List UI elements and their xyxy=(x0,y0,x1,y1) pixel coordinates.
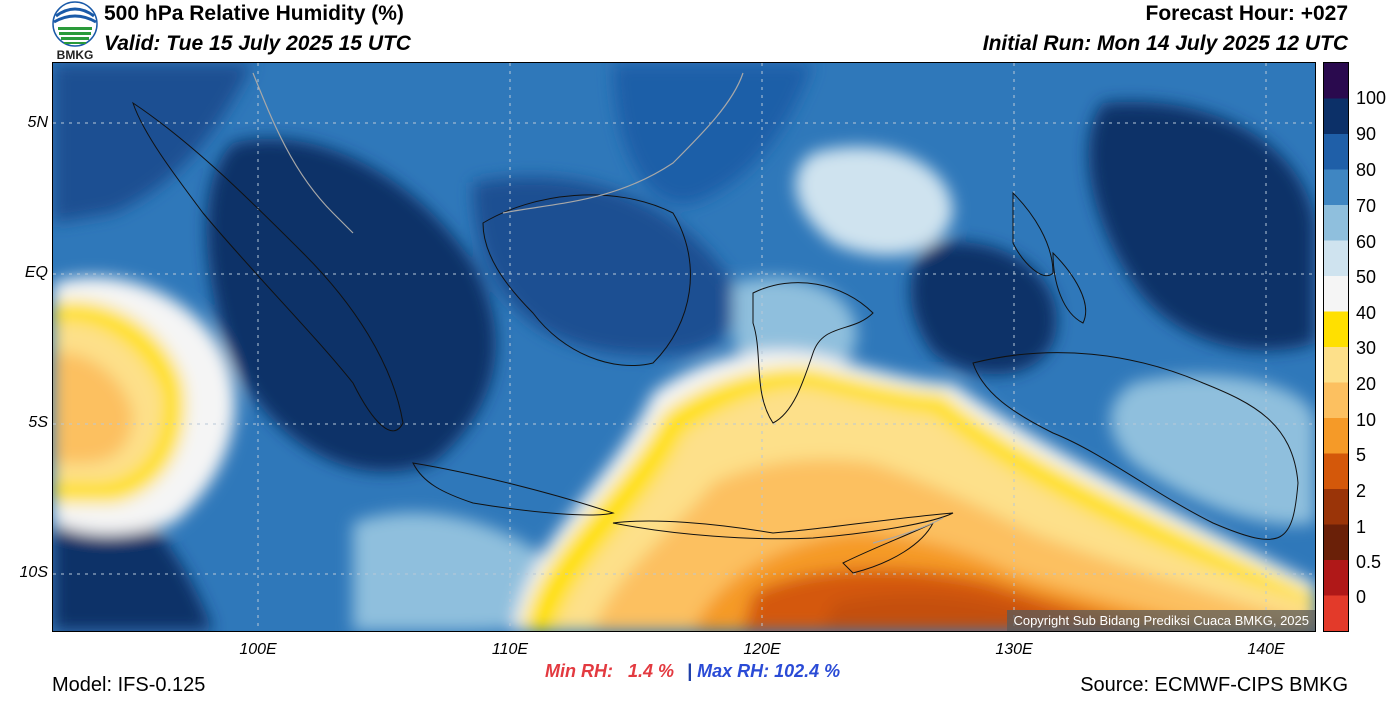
borders xyxy=(252,72,944,544)
colorbar-swatch xyxy=(1324,595,1348,632)
colorbar-swatch xyxy=(1324,98,1348,135)
colorbar-label: 100 xyxy=(1356,88,1387,108)
colorbar-swatch xyxy=(1324,205,1348,241)
valid-time: Valid: Tue 15 July 2025 15 UTC xyxy=(104,32,411,55)
colorbar-label: 30 xyxy=(1356,338,1377,358)
colorbar-label: 2 xyxy=(1356,481,1367,501)
lon-label-110e: 110E xyxy=(491,641,529,658)
lat-label-10s: 10S xyxy=(19,564,48,581)
humidity-contours xyxy=(53,63,1315,631)
colorbar-label: 80 xyxy=(1356,160,1377,180)
lon-label-130e: 130E xyxy=(995,641,1033,658)
colorbar-swatch xyxy=(1324,453,1348,490)
forecast-hour: Forecast Hour: +027 xyxy=(1145,2,1349,25)
stats-separator: | xyxy=(687,661,693,681)
colorbar-swatch xyxy=(1324,240,1348,277)
model-label: Model: IFS-0.125 xyxy=(52,674,206,696)
graticule xyxy=(53,63,1315,631)
colorbar-label: 50 xyxy=(1356,267,1377,287)
colorbar-label: 40 xyxy=(1356,303,1377,323)
map-field xyxy=(53,63,1315,631)
initial-run: Initial Run: Mon 14 July 2025 12 UTC xyxy=(982,32,1348,55)
copyright-notice: Copyright Sub Bidang Prediksi Cuaca BMKG… xyxy=(1007,610,1315,631)
colorbar-label: 60 xyxy=(1356,232,1377,252)
colorbar-label: 0 xyxy=(1356,587,1367,607)
colorbar-swatch xyxy=(1324,347,1348,383)
rh-stats: Min RH: 1.4 % | Max RH: 102.4 % xyxy=(545,661,840,682)
humidity-map: Copyright Sub Bidang Prediksi Cuaca BMKG… xyxy=(52,62,1316,632)
min-rh-value: 1.4 % xyxy=(628,661,675,681)
colorbar-label: 5 xyxy=(1356,445,1367,465)
lon-label-140e: 140E xyxy=(1247,641,1285,658)
colorbar-swatch xyxy=(1324,382,1348,419)
colorbar-swatch xyxy=(1324,560,1348,596)
lat-label-eq: EQ xyxy=(24,264,48,281)
bmkg-logo: BMKG xyxy=(50,0,100,62)
colorbar-label: 0.5 xyxy=(1356,552,1382,572)
colorbar-swatch xyxy=(1324,418,1348,454)
min-rh-label: Min RH: xyxy=(545,661,613,681)
lon-label-100e: 100E xyxy=(239,641,277,658)
max-rh-value: 102.4 % xyxy=(774,661,841,681)
colorbar-swatch xyxy=(1324,489,1348,525)
colorbar-label: 70 xyxy=(1356,196,1377,216)
colorbar-label: 1 xyxy=(1356,517,1367,537)
colorbar-swatch xyxy=(1324,63,1348,99)
colorbar-label: 10 xyxy=(1356,410,1377,430)
colorbar xyxy=(1323,62,1349,632)
colorbar-swatch xyxy=(1324,524,1348,561)
lat-label-5s: 5S xyxy=(28,414,48,431)
chart-title: 500 hPa Relative Humidity (%) xyxy=(104,2,404,25)
coastlines xyxy=(132,101,1299,574)
lon-label-120e: 120E xyxy=(743,641,781,658)
colorbar-label: 20 xyxy=(1356,374,1377,394)
colorbar-swatch xyxy=(1324,276,1348,312)
logo-text: BMKG xyxy=(57,48,94,62)
source-label: Source: ECMWF-CIPS BMKG xyxy=(1080,674,1348,696)
colorbar-swatch xyxy=(1324,311,1348,348)
colorbar-label: 90 xyxy=(1356,124,1377,144)
colorbar-swatches xyxy=(1324,63,1348,632)
lat-label-5n: 5N xyxy=(27,114,48,131)
colorbar-swatch xyxy=(1324,169,1348,206)
max-rh-label: Max RH: xyxy=(697,661,770,681)
colorbar-swatch xyxy=(1324,134,1348,170)
